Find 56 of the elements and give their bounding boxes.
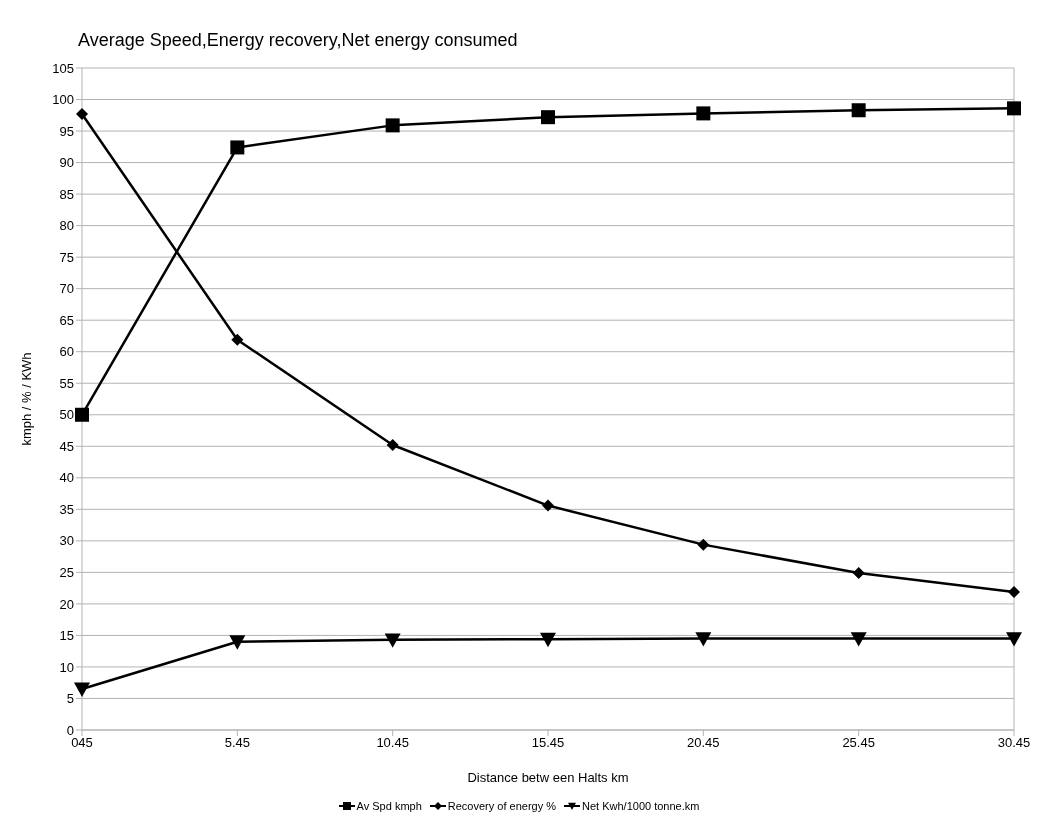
- point: [695, 632, 712, 647]
- x-tick-label: 5.45: [224, 735, 250, 751]
- point: [852, 567, 865, 580]
- point: [229, 635, 246, 650]
- point: [696, 106, 711, 121]
- point: [1007, 101, 1021, 116]
- point: [851, 103, 866, 118]
- point: [384, 633, 401, 648]
- point: [1008, 585, 1020, 598]
- chart-title: Average Speed,Energy recovery,Net energy consumed: [78, 30, 518, 51]
- y-tick-label: 100: [52, 92, 74, 108]
- x-tick-label: 20.45: [687, 735, 720, 751]
- y-tick-label: 105: [52, 60, 74, 76]
- point: [231, 333, 244, 346]
- point: [385, 118, 400, 133]
- y-tick-label: 5: [66, 691, 74, 707]
- y-tick-label: 45: [59, 438, 74, 454]
- y-tick-label: 25: [59, 565, 74, 580]
- y-tick-label: 20: [59, 596, 74, 612]
- y-tick-label: 55: [59, 375, 74, 391]
- y-tick-label: 15: [59, 628, 74, 644]
- x-tick-label: 10.45: [376, 735, 409, 751]
- y-tick-label: 50: [59, 407, 74, 423]
- x-tick-label: 30.45: [997, 735, 1031, 751]
- y-axis-title: kmph / % / KWh: [18, 352, 34, 446]
- point: [540, 632, 556, 648]
- point: [75, 407, 89, 422]
- point: [850, 632, 867, 647]
- point: [1006, 632, 1022, 647]
- x-tick-label: 15.45: [531, 735, 565, 751]
- point: [386, 439, 399, 452]
- y-tick-label: 40: [59, 470, 74, 486]
- y-tick-label: 65: [59, 312, 74, 328]
- y-tick-label: 35: [59, 501, 74, 517]
- y-tick-label: 0: [66, 722, 74, 738]
- legend-label: Av Spd kmph: [356, 800, 422, 812]
- y-tick-label: 60: [59, 344, 74, 360]
- y-tick-label: 80: [59, 218, 74, 234]
- point: [74, 682, 90, 698]
- y-tick-label: 90: [59, 155, 74, 171]
- y-tick-label: 10: [59, 659, 74, 675]
- x-tick-label: 045: [71, 735, 93, 751]
- point: [541, 110, 555, 125]
- point: [697, 538, 710, 551]
- y-tick-label: 70: [59, 281, 74, 297]
- legend-label: Recovery of energy %: [447, 800, 557, 812]
- y-tick-label: 75: [59, 249, 74, 265]
- y-tick-label: 30: [59, 533, 74, 549]
- x-axis-title: Distance betw een Halts km: [467, 770, 629, 785]
- point: [230, 140, 245, 155]
- x-tick-label: 25.45: [842, 735, 875, 751]
- y-tick-label: 85: [59, 186, 74, 202]
- point: [542, 499, 554, 512]
- point: [76, 108, 88, 121]
- y-tick-label: 95: [59, 123, 74, 139]
- legend-label: Net Kwh/1000 tonne.km: [582, 800, 700, 812]
